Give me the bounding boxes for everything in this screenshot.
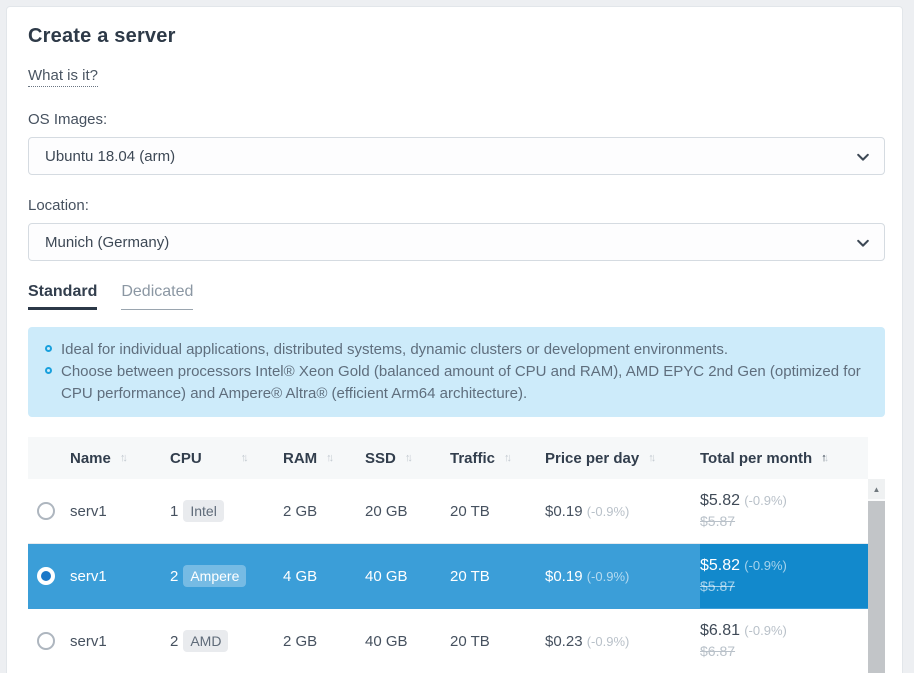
- cell-name: serv1: [70, 567, 107, 585]
- cell-price-per-day: $0.23 (-0.9%): [545, 632, 630, 650]
- sort-icon: ↑↓: [504, 452, 512, 464]
- sort-icon: ↑↓: [404, 452, 413, 464]
- cell-ssd: 40 GB: [365, 632, 408, 650]
- cell-traffic: 20 TB: [450, 567, 490, 585]
- cell-ram: 2 GB: [283, 502, 318, 520]
- table-header-row: Name ↑↓ CPU ↑↓ RAM ↑↓ SSD ↑↓ Traffic ↑: [28, 437, 869, 479]
- scrollbar-up-arrow-icon[interactable]: ▲: [868, 479, 885, 499]
- table-row[interactable]: serv1 1 Intel 2 GB 20 GB 20 TB $0.19 (-0.…: [28, 479, 869, 544]
- cell-traffic: 20 TB: [450, 632, 490, 650]
- scrollbar-thumb[interactable]: [868, 501, 885, 673]
- sort-icon: ↑↓: [648, 452, 656, 464]
- cpu-vendor-badge: AMD: [183, 630, 229, 652]
- os-image-selected-value: Ubuntu 18.04 (arm): [45, 147, 176, 165]
- what-is-it-link[interactable]: What is it?: [28, 67, 99, 87]
- info-item: Choose between processors Intel® Xeon Go…: [41, 361, 867, 405]
- sort-icon: ↑↓: [240, 452, 249, 464]
- cell-total-per-month: $6.81 (-0.9%) $6.87: [700, 609, 868, 673]
- table-row[interactable]: serv1 2 AMD 2 GB 40 GB 20 TB $0.23 (-0.9%…: [28, 609, 868, 673]
- os-image-select[interactable]: Ubuntu 18.04 (arm): [28, 137, 885, 175]
- cell-price-per-day: $0.19 (-0.9%): [545, 502, 630, 520]
- sort-icon: ↑↓: [119, 452, 128, 464]
- bullet-icon: [45, 345, 52, 352]
- bullet-icon: [45, 367, 52, 374]
- os-images-label: OS Images:: [28, 111, 108, 128]
- cell-total-per-month: $5.82 (-0.9%) $5.87: [700, 544, 869, 608]
- cell-cpu: 1 Intel: [170, 500, 283, 522]
- cell-ssd: 20 GB: [365, 502, 408, 520]
- cell-cpu: 2 Ampere: [170, 565, 283, 587]
- cell-ssd: 40 GB: [365, 567, 408, 585]
- row-radio[interactable]: [37, 632, 55, 650]
- cell-traffic: 20 TB: [450, 502, 490, 520]
- header-total-per-month[interactable]: Total per month ↑↓: [700, 449, 829, 467]
- cpu-vendor-badge: Ampere: [183, 565, 247, 587]
- info-text: Ideal for individual applications, distr…: [61, 341, 728, 358]
- info-item: Ideal for individual applications, distr…: [41, 339, 867, 361]
- tab-standard[interactable]: Standard: [28, 283, 98, 310]
- chevron-down-icon: [857, 239, 869, 247]
- table-scrollbar[interactable]: ▲: [868, 479, 885, 673]
- chevron-down-icon: [857, 153, 869, 161]
- cell-price-per-day: $0.19 (-0.9%): [545, 567, 630, 585]
- tab-dedicated[interactable]: Dedicated: [121, 283, 194, 310]
- header-name[interactable]: Name ↑↓: [70, 449, 128, 467]
- cell-cpu: 2 AMD: [170, 630, 283, 652]
- server-type-tabs: Standard Dedicated: [28, 283, 885, 310]
- sort-icon: ↑↓: [821, 452, 829, 464]
- cell-name: serv1: [70, 502, 107, 520]
- location-selected-value: Munich (Germany): [45, 233, 170, 251]
- header-traffic[interactable]: Traffic ↑↓: [450, 449, 512, 467]
- old-price: $5.87: [700, 513, 736, 529]
- cpu-vendor-badge: Intel: [183, 500, 224, 522]
- server-table: Name ↑↓ CPU ↑↓ RAM ↑↓ SSD ↑↓ Traffic ↑: [28, 437, 885, 673]
- info-box: Ideal for individual applications, distr…: [28, 327, 885, 417]
- info-text: Choose between processors Intel® Xeon Go…: [61, 363, 861, 402]
- row-radio[interactable]: [37, 502, 55, 520]
- header-cpu[interactable]: CPU ↑↓: [170, 449, 249, 467]
- header-price-per-day[interactable]: Price per day ↑↓: [545, 449, 656, 467]
- cell-ram: 2 GB: [283, 632, 318, 650]
- header-ssd[interactable]: SSD ↑↓: [365, 449, 413, 467]
- sort-icon: ↑↓: [326, 452, 334, 464]
- row-radio-checked[interactable]: [37, 567, 55, 585]
- location-label: Location:: [28, 197, 89, 214]
- old-price: $6.87: [700, 643, 736, 659]
- cell-ram: 4 GB: [283, 567, 318, 585]
- cell-total-per-month: $5.82 (-0.9%) $5.87: [700, 479, 868, 543]
- page-title: Create a server: [28, 25, 176, 47]
- header-ram[interactable]: RAM ↑↓: [283, 449, 334, 467]
- location-select[interactable]: Munich (Germany): [28, 223, 885, 261]
- cell-name: serv1: [70, 632, 107, 650]
- create-server-card: Create a server What is it? OS Images: U…: [6, 6, 903, 673]
- old-price: $5.87: [700, 578, 736, 594]
- table-row-selected[interactable]: serv1 2 Ampere 4 GB 40 GB 20 TB $0.19 (-0…: [28, 544, 869, 609]
